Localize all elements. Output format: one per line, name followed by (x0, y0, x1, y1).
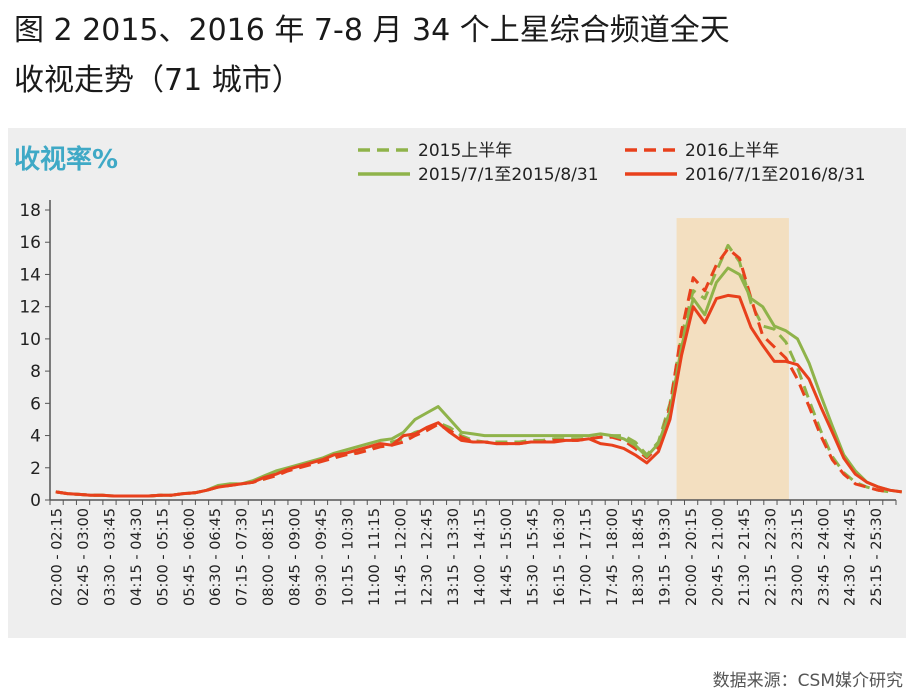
y-tick-label: 10 (19, 330, 41, 350)
x-tick-label: 06:30 - 06:45 (208, 508, 224, 606)
x-tick-label: 14:45 - 15:00 (499, 508, 515, 606)
y-tick-label: 0 (30, 491, 41, 511)
y-tick-label: 14 (19, 265, 41, 285)
x-tick-label: 14:00 - 14:15 (473, 508, 489, 606)
chart-title: 图 2 2015、2016 年 7-8 月 34 个上星综合频道全天 收视走势（… (14, 6, 904, 106)
x-tick-label: 21:30 - 21:45 (737, 508, 753, 606)
x-tick-label: 24:30 - 24:45 (843, 508, 859, 606)
x-tick-label: 02:45 - 03:00 (76, 508, 92, 606)
series-line-3 (55, 293, 903, 498)
y-axis-label: 收视率% (14, 144, 118, 175)
x-tick-label: 23:00 - 23:15 (790, 508, 806, 606)
legend-label-0: 2015上半年 (418, 141, 512, 161)
title-line-1: 图 2 2015、2016 年 7-8 月 34 个上星综合频道全天 (14, 13, 730, 48)
data-source: 数据来源：CSM媒介研究 (712, 671, 903, 691)
line-chart: 收视率% 0 2 4 6 8 10 12 14 16 18 02:00 - 02:15 02:45 - … (14, 141, 903, 606)
y-tick-label: 8 (30, 362, 41, 382)
x-tick-label: 20:45 - 21:00 (711, 508, 727, 606)
x-tick-label: 11:45 - 12:00 (393, 508, 409, 606)
chart-panel: 收视率% 0 2 4 6 8 10 12 14 16 18 02:00 - 02:15 02:45 - … (8, 128, 906, 638)
x-tick-label: 18:30 - 18:45 (631, 508, 647, 606)
x-tick-label: 11:00 - 11:15 (367, 508, 383, 606)
legend-label-1: 2016上半年 (685, 141, 779, 161)
x-tick-label: 15:30 - 15:45 (525, 508, 541, 606)
x-tick-label: 12:30 - 12:45 (420, 508, 436, 606)
title-line-2: 收视走势（71 城市） (14, 63, 302, 98)
x-tick-label: 09:30 - 09:45 (314, 508, 330, 606)
x-tick-label: 02:00 - 02:15 (50, 508, 66, 606)
x-tick-label: 03:30 - 03:45 (102, 508, 118, 606)
x-tick-label: 25:15 - 25:30 (869, 508, 885, 606)
x-tick-label: 22:15 - 22:30 (763, 508, 779, 606)
x-tick-label: 08:45 - 09:00 (288, 508, 304, 606)
legend-label-2: 2015/7/1至2015/8/31 (418, 165, 599, 185)
y-tick-label: 12 (19, 298, 41, 318)
y-tick-label: 18 (19, 201, 41, 221)
x-tick-label: 13:15 - 13:30 (446, 508, 462, 606)
x-tick-label: 17:00 - 17:15 (578, 508, 594, 606)
x-tick-label: 05:45 - 06:00 (182, 508, 198, 606)
legend-label-3: 2016/7/1至2016/8/31 (685, 165, 866, 185)
x-tick-label: 07:15 - 07:30 (235, 508, 251, 606)
x-tick-label: 23:45 - 24:00 (816, 508, 832, 606)
x-tick-label: 08:00 - 08:15 (261, 508, 277, 606)
x-tick-label: 05:00 - 05:15 (155, 508, 171, 606)
x-tick-label: 17:45 - 18:00 (605, 508, 621, 606)
prime-time-highlight (676, 218, 789, 501)
x-tick-label: 10:15 - 10:30 (340, 508, 356, 606)
x-tick-label: 16:15 - 16:30 (552, 508, 568, 606)
x-tick-label: 19:15 - 19:30 (658, 508, 674, 606)
y-tick-label: 4 (30, 427, 41, 447)
y-tick-label: 16 (19, 233, 41, 253)
y-tick-label: 2 (30, 459, 41, 479)
x-tick-label: 20:00 - 20:15 (684, 508, 700, 606)
y-tick-label: 6 (30, 394, 41, 414)
x-tick-label: 04:15 - 04:30 (129, 508, 145, 606)
